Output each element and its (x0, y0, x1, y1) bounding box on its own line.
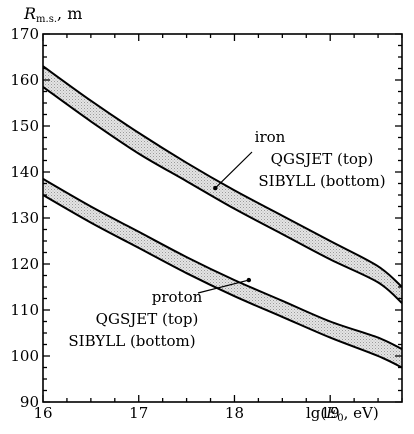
curve-iron-sibyll (42, 86, 403, 304)
annotation-dot (246, 277, 252, 283)
annotation-text: QGSJET (top) (271, 150, 374, 168)
y-tick-label: 170 (10, 25, 39, 43)
annotation-text: proton (152, 288, 203, 306)
y-axis-label-var: R (23, 4, 36, 23)
annotation-leader (197, 279, 249, 294)
bands-layer (42, 65, 403, 369)
y-tick-label: 90 (20, 393, 39, 411)
tick-labels-layer: 16 17 18 19 90 100 110 120 130 140 150 160 170 (10, 25, 339, 422)
annotation-dot (213, 185, 218, 191)
y-tick-label: 130 (10, 209, 39, 227)
band-proton (43, 178, 402, 368)
y-tick-label: 120 (10, 255, 39, 273)
y-axis-label: Rm.s., m (23, 4, 82, 25)
x-axis-label-sub: 0 (337, 413, 343, 424)
x-axis-label-tail: , eV) (344, 404, 379, 422)
x-axis-label-lead: lg( (306, 404, 326, 422)
curve-proton-qgsjet (42, 178, 403, 351)
ticks-layer (42, 33, 403, 403)
y-tick-label: 160 (10, 71, 39, 89)
annotation-layer: iron QGSJET (top) SIBYLL (bottom) proton QGS… (68, 128, 385, 350)
y-axis-label-tail: , m (57, 4, 82, 23)
curve-iron-qgsjet (42, 65, 403, 288)
y-tick-label: 150 (10, 117, 39, 135)
x-axis-label-var: E (325, 404, 337, 422)
x-tick-label: 18 (225, 404, 244, 422)
x-tick-label: 17 (129, 404, 148, 422)
x-tick-label: 19 (321, 404, 340, 422)
x-axis-label: lg(E0, eV) (306, 404, 379, 424)
annotation-leader (214, 151, 253, 189)
annotation-text: QGSJET (top) (96, 310, 199, 328)
annotation-text: SIBYLL (bottom) (258, 172, 385, 190)
y-tick-label: 100 (10, 347, 39, 365)
y-tick-label: 110 (10, 301, 39, 319)
y-axis-label-sub: m.s. (36, 14, 57, 25)
annotation-text: SIBYLL (bottom) (68, 332, 195, 350)
curve-proton-sibyll (42, 194, 403, 369)
x-tick-label: 16 (33, 404, 52, 422)
y-tick-label: 140 (10, 163, 39, 181)
annotation-text: iron (255, 128, 286, 146)
